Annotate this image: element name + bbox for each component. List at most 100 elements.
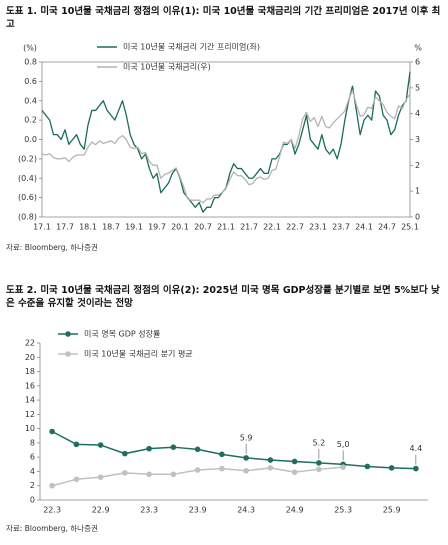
- x-tick-label: 23.9: [189, 506, 207, 515]
- marker: [219, 451, 225, 458]
- x-tick-label: 25.1: [401, 223, 419, 232]
- marker: [146, 445, 152, 452]
- x-tick-label: 23.7: [332, 223, 350, 232]
- marker: [219, 465, 225, 472]
- data-label: 5.9: [240, 433, 253, 442]
- y2-tick-label: 1: [415, 187, 420, 196]
- x-tick-label: 23.1: [309, 223, 327, 232]
- chart-title: 도표 2. 미국 10년물 국채금리 정점의 이유(2): 2025년 미국 명…: [6, 285, 440, 309]
- y-tick-label: 16: [25, 381, 35, 390]
- marker: [316, 460, 322, 466]
- marker: [97, 474, 104, 480]
- y2-tick-label: 5: [415, 83, 420, 92]
- y2-tick-label: 3: [415, 135, 420, 144]
- legend-label: 미국 10년물 국채금리(우): [123, 62, 211, 72]
- legend-label: 미국 10년물 국채금리 분기 평균: [84, 349, 193, 359]
- x-tick-label: 22.7: [286, 223, 304, 232]
- y2-unit: %: [414, 44, 422, 53]
- marker: [413, 465, 419, 472]
- y-tick-label: 0.8: [24, 58, 37, 67]
- y-tick-label: 20: [25, 353, 35, 362]
- marker: [267, 465, 274, 471]
- marker: [49, 428, 55, 435]
- y-tick-label: 0.6: [24, 77, 37, 86]
- y-tick-label: 12: [25, 410, 35, 419]
- x-tick-label: 20.1: [171, 223, 189, 232]
- y2-tick-label: 0: [415, 213, 420, 222]
- marker: [170, 471, 177, 478]
- legend-marker: [65, 331, 71, 337]
- x-tick-label: 19.1: [125, 223, 143, 232]
- legend-label: 미국 명목 GDP 성장률: [84, 329, 160, 339]
- x-tick-label: 24.3: [237, 506, 255, 515]
- legend-marker: [65, 351, 71, 357]
- source: 자료: Bloomberg, 하나증권: [6, 243, 98, 252]
- x-tick-label: 18.1: [79, 223, 97, 232]
- marker: [388, 465, 395, 471]
- y-tick-label: 0.0: [24, 135, 37, 144]
- marker: [122, 450, 128, 457]
- x-tick-label: 24.7: [378, 223, 396, 232]
- marker: [73, 476, 80, 483]
- marker: [316, 466, 322, 473]
- y-tick-label: (0.2): [18, 154, 37, 163]
- x-tick-label: 22.9: [92, 506, 110, 515]
- series-line: [41, 71, 411, 213]
- marker: [243, 467, 249, 474]
- marker: [243, 455, 249, 461]
- marker: [194, 467, 201, 473]
- marker: [340, 464, 346, 470]
- x-tick-label: 24.9: [286, 506, 304, 515]
- y-tick-label: 0.2: [24, 116, 37, 125]
- marker: [73, 441, 80, 448]
- data-label: 5.2: [313, 438, 326, 447]
- x-tick-label: 23.3: [140, 506, 158, 515]
- y-tick-label: 2: [30, 481, 35, 490]
- x-tick-label: 21.7: [240, 223, 258, 232]
- x-tick-label: 19.7: [148, 223, 166, 232]
- x-tick-label: 18.7: [102, 223, 120, 232]
- x-tick-label: 25.9: [383, 506, 401, 515]
- x-tick-label: 20.7: [194, 223, 212, 232]
- series-line: [41, 89, 411, 204]
- y-tick-label: 14: [25, 396, 35, 405]
- y-tick-label: 4: [30, 467, 35, 476]
- y-tick-label: 10: [25, 424, 35, 433]
- marker: [291, 469, 298, 475]
- data-label: 4.4: [410, 444, 423, 453]
- legend-label: 미국 10년물 국채금리 기간 프리미엄(좌): [123, 42, 260, 52]
- marker: [49, 482, 55, 489]
- marker: [170, 444, 177, 450]
- y-tick-label: (0.4): [18, 174, 37, 183]
- marker: [194, 446, 201, 453]
- source: 자료: Bloomberg, 하나증권: [6, 524, 98, 533]
- x-tick-label: 21.1: [217, 223, 235, 232]
- data-label: 5,0: [337, 440, 350, 449]
- y-tick-label: 8: [30, 438, 35, 447]
- y-tick-label: (0.8): [18, 213, 37, 222]
- marker: [364, 463, 371, 470]
- x-tick-label: 17.7: [56, 223, 74, 232]
- chart: (0.8) (0.6) (0.4) (0.2) 0.0 0.2 0.4 0.6 0.8 0 1 2 3 4…: [18, 42, 422, 232]
- chart: 0 2 4 6 8 10 12 14 16 18 20 22 22.3 22.9 23.3 23.9 24.3 2…: [25, 329, 428, 515]
- marker: [122, 470, 128, 476]
- y2-tick-label: 4: [415, 109, 420, 118]
- y-tick-label: 0: [30, 496, 35, 505]
- marker: [146, 471, 152, 478]
- x-tick-label: 25.3: [334, 506, 352, 515]
- marker: [97, 442, 104, 448]
- y-tick-label: 0.4: [24, 96, 37, 105]
- y2-tick-label: 2: [415, 161, 420, 170]
- x-tick-label: 17.1: [33, 223, 51, 232]
- x-tick-label: 24.1: [355, 223, 373, 232]
- y-tick-label: (0.6): [18, 193, 37, 202]
- series-line: [51, 430, 416, 470]
- y-tick-label: 6: [30, 453, 35, 462]
- x-tick-label: 22.1: [263, 223, 281, 232]
- x-tick-label: 22.3: [43, 506, 61, 515]
- y-tick-label: 18: [25, 367, 35, 376]
- chart-title: 도표 1. 미국 10년물 국채금리 정점의 이유(1): 미국 10년물 국채…: [6, 6, 441, 30]
- y2-tick-label: 6: [415, 58, 420, 67]
- marker: [267, 457, 274, 463]
